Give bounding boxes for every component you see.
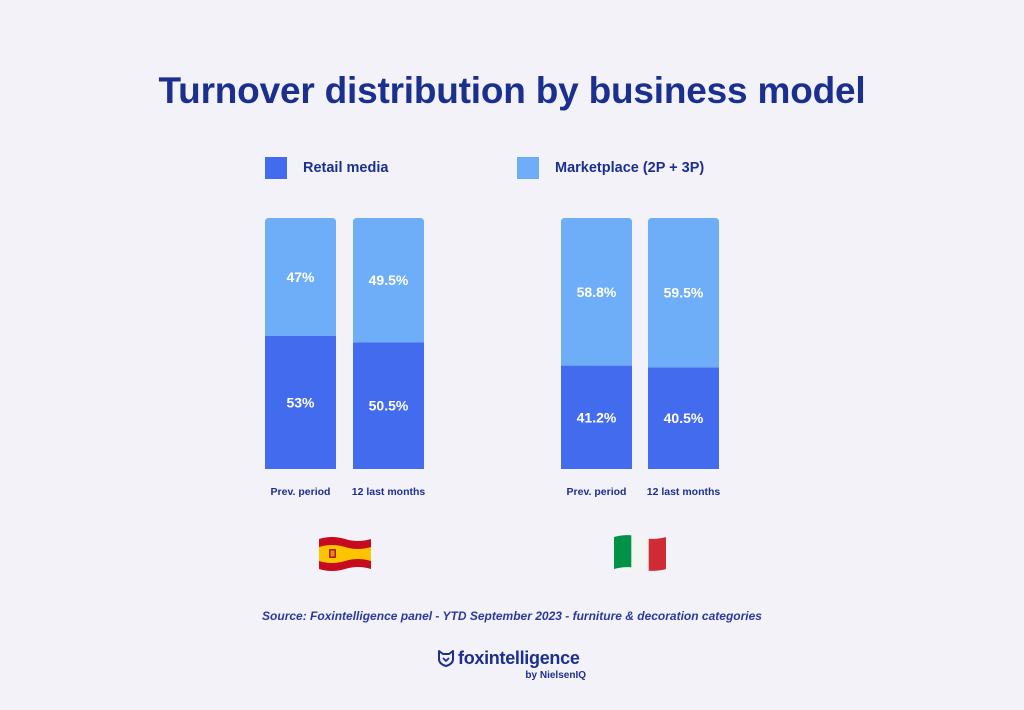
brand-subtitle: by NielsenIQ [525,670,586,681]
bar-value-label: 59.5% [664,285,704,301]
bar-retail-media-spain-12-last-months [353,342,424,469]
chart-group-italy: 41.2% 58.8% Prev. period 40.5% 59.5% 12 last … [561,218,720,498]
legend-item-retail-media: Retail media [265,157,388,179]
brand-logo: foxintelligence by NielsenIQ [438,648,588,681]
legend-label-marketplace: Marketplace (2P + 3P) [555,160,705,176]
bar-value-label: 58.8% [577,284,617,300]
bar-retail-media-italy-12-last-months [648,367,719,469]
legend-swatch-retail-media [265,157,287,179]
spain-flag-icon [319,537,371,571]
legend-label-retail-media: Retail media [303,160,389,176]
bar-retail-media-italy-prev-period [561,365,632,469]
bar-value-label: 41.2% [577,409,617,425]
brand-name: foxintelligence [458,648,580,668]
bar-marketplace-spain-12-last-months [353,218,424,343]
chart-area: 53% 47% Prev. period 50.5% 49.5% 12 last mont… [265,218,720,571]
legend-swatch-marketplace [517,157,539,179]
fox-shield-icon [438,650,454,667]
bar-marketplace-spain-prev-period [265,218,336,336]
bar-value-label: 50.5% [369,398,409,414]
bar-retail-media-spain-prev-period [265,335,336,469]
bar-value-label: 47% [286,269,315,285]
source-note: Source: Foxintelligence panel - YTD Sept… [262,609,762,623]
italy-flag-icon [614,535,666,571]
legend-item-marketplace: Marketplace (2P + 3P) [517,157,704,179]
bar-marketplace-italy-prev-period [561,218,632,366]
page-title: Turnover distribution by business model [158,70,866,111]
bar-value-label: 40.5% [664,410,704,426]
bar-marketplace-italy-12-last-months [648,218,719,368]
chart-group-spain: 53% 47% Prev. period 50.5% 49.5% 12 last mont… [265,218,425,498]
bar-value-label: 49.5% [369,272,409,288]
bar-value-label: 53% [286,394,315,410]
category-label: 12 last months [647,486,721,498]
category-label: Prev. period [271,486,331,498]
category-label: Prev. period [567,486,627,498]
category-label: 12 last months [352,486,426,498]
